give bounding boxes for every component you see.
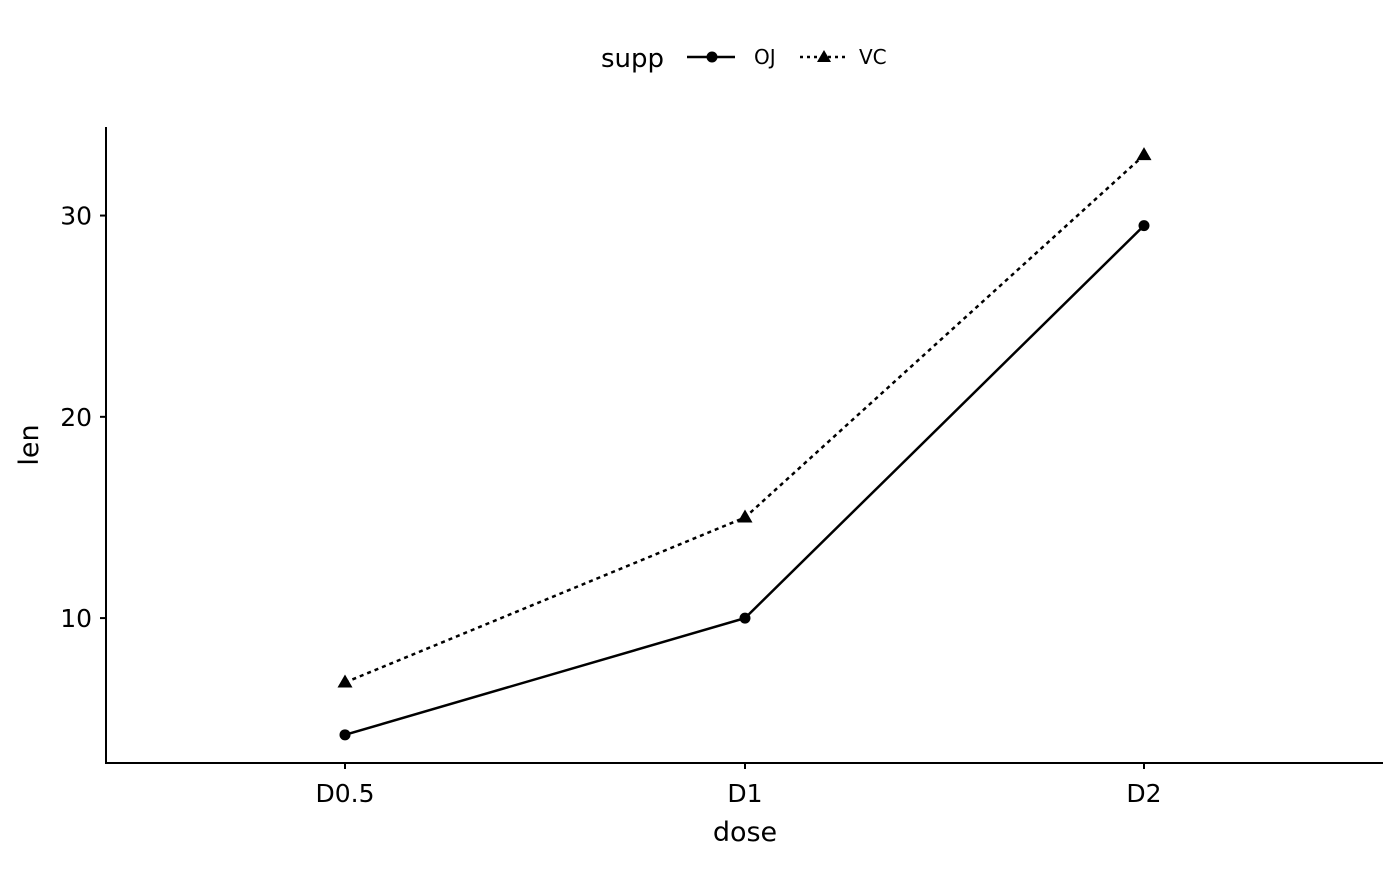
- x-tick-label: D0.5: [315, 779, 374, 808]
- y-tick-label: 30: [60, 202, 92, 231]
- y-tick-label: 10: [60, 604, 92, 633]
- legend-vc-label: VC: [859, 45, 887, 69]
- point-vc: [337, 674, 353, 688]
- legend-oj-marker: [706, 51, 718, 63]
- point-vc: [737, 509, 753, 523]
- legend-oj-label: OJ: [754, 45, 776, 69]
- y-tick-label: 20: [60, 403, 92, 432]
- legend: supp OJ VC: [601, 44, 887, 74]
- x-tick-label: D1: [727, 779, 762, 808]
- point-oj: [1138, 220, 1150, 232]
- series-line-vc: [344, 154, 1145, 684]
- legend-vc-marker: [817, 50, 831, 62]
- point-oj: [739, 612, 751, 624]
- legend-title: supp: [601, 44, 664, 74]
- y-axis-label: len: [14, 424, 45, 465]
- point-oj: [339, 729, 351, 741]
- point-vc: [1136, 147, 1152, 161]
- series-line-oj: [344, 224, 1145, 737]
- x-axis-label: dose: [713, 817, 777, 848]
- x-tick-label: D2: [1126, 779, 1161, 808]
